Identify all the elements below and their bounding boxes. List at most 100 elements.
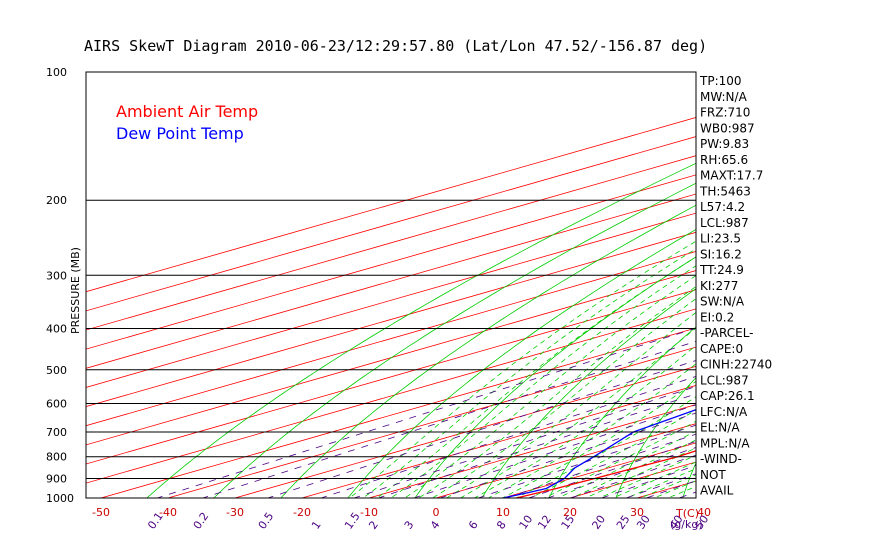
mixing-ratio-line: [527, 440, 696, 498]
y-axis-label: PRESSURE (MB): [69, 247, 82, 334]
isotherm-line: [86, 308, 696, 484]
isotherm-line: [233, 365, 696, 498]
moist-adiabat-line: [584, 447, 696, 498]
bottom-temp-tick-label: -30: [226, 506, 244, 519]
index-item: MPL:N/A: [700, 436, 750, 450]
chart-title: AIRS SkewT Diagram 2010-06-23/12:29:57.8…: [84, 37, 707, 55]
mixing-ratio-line: [624, 473, 696, 498]
mixing-ratio-line: [377, 393, 696, 498]
bottom-temp-tick-label: -20: [293, 506, 311, 519]
bottom-temp-tick-label: -40: [159, 506, 177, 519]
mixing-ratio-tick-label: 0.5: [256, 510, 277, 532]
dry-adiabat-line: [816, 72, 870, 507]
isotherm-line: [367, 404, 696, 498]
isotherm-line: [86, 289, 696, 465]
dry-adiabat-line: [414, 256, 696, 498]
axis-ticks: 1002003004005006007008009001000-120-110-…: [46, 66, 711, 532]
isotherm-line: [86, 270, 696, 446]
moist-adiabat-line: [501, 380, 696, 498]
moist-adiabat-line: [515, 396, 696, 498]
dry-adiabat-line: [748, 72, 870, 507]
isotherm-line: [86, 117, 696, 293]
index-item: CAP:26.1: [700, 389, 755, 403]
index-item: WB0:987: [700, 121, 755, 135]
mixing-ratio-line: [201, 340, 696, 498]
sounding-lines: [502, 408, 696, 498]
index-item: EI:0.2: [700, 310, 734, 324]
dry-adiabat-line: [280, 204, 696, 498]
pressure-tick-label: 800: [46, 451, 67, 464]
mixing-ratio-line: [600, 465, 696, 498]
isotherm-line: [86, 231, 696, 407]
moist-adiabat-line: [417, 286, 696, 498]
mixing-ratio-tick-label: 6: [466, 519, 481, 532]
dry-adiabat-line: [146, 162, 696, 498]
index-item: MW:N/A: [700, 90, 748, 104]
ambient-air-temp-line: [516, 450, 696, 498]
mixing-ratio-line: [266, 360, 696, 498]
pressure-tick-label: 400: [46, 322, 67, 335]
index-item: PW:9.83: [700, 137, 749, 151]
index-item: SW:N/A: [700, 295, 745, 309]
dry-adiabat-line: [615, 376, 696, 498]
index-item: TH:5463: [699, 184, 751, 198]
moist-adiabat-line: [611, 461, 696, 498]
index-item: SI:16.2: [700, 247, 742, 261]
isotherm-line: [99, 327, 696, 498]
mixing-ratio-line: [438, 412, 696, 498]
bottom-temp-tick-label: 0: [433, 506, 440, 519]
mixing-ratio-tick-label: 0.2: [191, 510, 212, 532]
bottom-temp-tick-label: -50: [92, 506, 110, 519]
pressure-tick-label: 300: [46, 269, 67, 282]
mixing-ratio-line: [156, 327, 696, 498]
index-item: RH:65.6: [700, 153, 748, 167]
mixing-ratio-line: [569, 454, 696, 498]
index-item: EL:N/A: [700, 421, 740, 435]
moist-adiabat-line: [445, 312, 696, 498]
mixing-ratio-tick-label: 1: [309, 519, 324, 532]
bottom-temp-tick-label: -10: [360, 506, 378, 519]
isotherm-line: [434, 423, 696, 498]
mixing-ratio-tick-label: 10: [517, 513, 536, 532]
index-item: LCL:987: [700, 216, 749, 230]
pressure-tick-label: 600: [46, 397, 67, 410]
index-item: LFC:N/A: [700, 405, 748, 419]
mixing-ratio-tick-label: 20: [589, 513, 608, 532]
mixing-ratio-line: [546, 447, 696, 498]
pressure-tick-label: 700: [46, 426, 67, 439]
moist-adiabat-line: [598, 454, 696, 498]
moist-adiabat-line: [570, 439, 696, 498]
isotherm-line: [86, 193, 696, 369]
dry-adiabat-line: [213, 182, 696, 498]
bottom-temp-tick-label: 40: [697, 506, 711, 519]
mixing-ratio-line: [352, 386, 696, 498]
moist-adiabat-line: [390, 265, 696, 498]
mixing-ratio-unit-label: (g/kg): [670, 518, 703, 531]
mixing-ratio-line: [645, 480, 696, 498]
mixing-ratio-line: [319, 376, 696, 498]
bottom-temp-tick-label: 10: [496, 506, 510, 519]
moist-adiabat-line: [431, 298, 696, 498]
index-item: FRZ:710: [700, 106, 750, 120]
isotherm-line: [806, 63, 870, 508]
index-item: L57:4.2: [700, 200, 745, 214]
index-item: -WIND-: [700, 452, 742, 466]
moist-adiabat-line: [473, 345, 696, 498]
pressure-tick-label: 900: [46, 473, 67, 486]
isotherm-line: [86, 174, 696, 350]
moist-adiabat-line: [404, 275, 696, 498]
moist-adiabat-line: [487, 363, 696, 498]
isotherm-line: [86, 251, 696, 427]
pressure-tick-label: 1000: [46, 492, 74, 505]
index-item: MAXT:17.7: [700, 169, 763, 183]
mixing-ratio-line: [505, 433, 696, 498]
mixing-ratio-tick-label: 4: [428, 519, 443, 532]
moist-adiabat-line: [376, 256, 696, 498]
moist-adiabat-line: [556, 430, 696, 498]
mixing-ratio-tick-label: 2: [366, 519, 381, 532]
index-item: KI:277: [700, 279, 738, 293]
index-item: LCL:987: [700, 373, 749, 387]
dry-adiabat-line: [347, 229, 696, 498]
legend-ambient-air-temp: Ambient Air Temp: [116, 102, 258, 121]
legend-dew-point-temp: Dew Point Temp: [116, 124, 244, 143]
